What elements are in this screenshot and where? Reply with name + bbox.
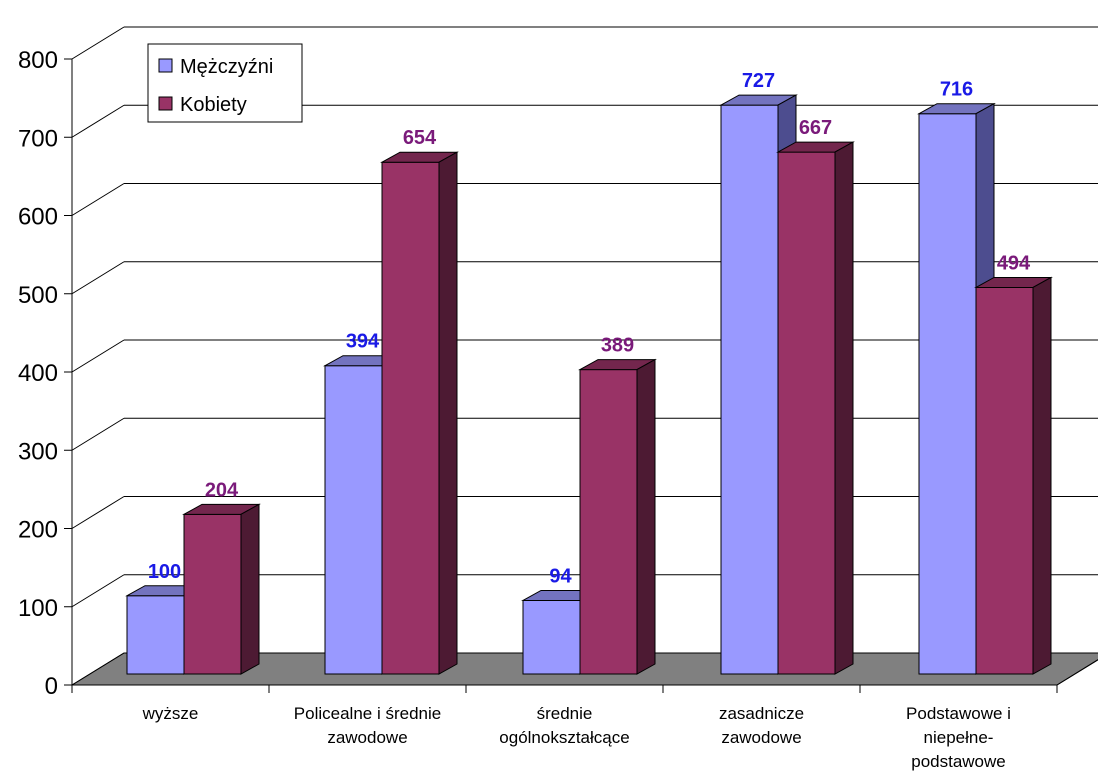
legend-label-women: Kobiety [180, 94, 247, 116]
gridline-diagonal [72, 262, 124, 294]
x-tick-label: Policealne i średnie zawodowe [294, 704, 441, 747]
bar-front [919, 114, 976, 674]
bar-side [637, 360, 655, 674]
gridline-diagonal [72, 575, 124, 607]
bar-front [325, 366, 382, 674]
bar-side [439, 152, 457, 674]
x-tick-label: wyższe [142, 704, 199, 723]
gridline-diagonal [72, 184, 124, 216]
data-label: 727 [742, 70, 775, 92]
gridline-diagonal [72, 418, 124, 450]
bar-women [778, 142, 853, 674]
data-label: 716 [940, 79, 973, 101]
x-tick-label: Podstawowe i niepełne-podstawowe [906, 704, 1011, 771]
gridline-diagonal [72, 105, 124, 137]
bar-front [778, 152, 835, 674]
gridline-diagonal [72, 497, 124, 529]
x-tick-label: średnie ogólnokształcące [499, 704, 629, 747]
bar-women [184, 504, 259, 674]
y-tick-label: 500 [18, 282, 58, 309]
y-tick-label: 800 [18, 47, 58, 74]
bars [127, 95, 1051, 674]
bar-women [382, 152, 457, 674]
gridline-diagonal [72, 27, 124, 59]
bar-side [835, 142, 853, 674]
data-label: 394 [346, 331, 380, 353]
bar-side [241, 504, 259, 674]
y-tick-label: 600 [18, 204, 58, 231]
data-label: 204 [205, 479, 239, 501]
y-tick-label: 400 [18, 360, 58, 387]
bar-women [580, 360, 655, 674]
y-tick-label: 200 [18, 517, 58, 544]
data-label: 389 [601, 335, 634, 357]
y-tick-label: 0 [45, 673, 58, 700]
bar-front [382, 162, 439, 674]
data-label: 494 [997, 252, 1031, 274]
bar-front [580, 370, 637, 674]
legend-swatch-men [159, 59, 172, 72]
y-tick-label: 100 [18, 595, 58, 622]
data-label: 667 [799, 117, 832, 139]
bar-front [523, 600, 580, 674]
legend: Mężczyźni Kobiety [148, 44, 302, 122]
legend-swatch-women [159, 97, 172, 110]
data-label: 654 [403, 127, 437, 149]
y-tick-label: 700 [18, 125, 58, 152]
data-label: 94 [549, 565, 572, 587]
bar-front [184, 514, 241, 674]
legend-label-men: Mężczyźni [180, 56, 273, 78]
bar-front [976, 287, 1033, 674]
bar-front [127, 596, 184, 674]
x-tick-label: zasadnicze zawodowe [719, 704, 804, 747]
bar-front [721, 105, 778, 674]
data-label: 100 [148, 561, 181, 583]
bar-side [1033, 277, 1051, 674]
gridline-diagonal [72, 340, 124, 372]
bar-women [976, 277, 1051, 674]
y-tick-label: 300 [18, 438, 58, 465]
